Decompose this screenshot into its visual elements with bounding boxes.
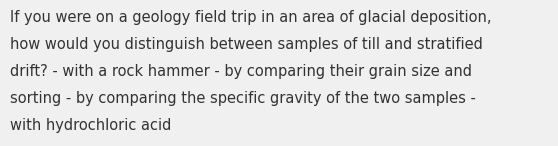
Text: drift? - with a rock hammer - by comparing their grain size and: drift? - with a rock hammer - by compari… — [10, 64, 472, 79]
Text: with hydrochloric acid: with hydrochloric acid — [10, 118, 171, 133]
Text: If you were on a geology field trip in an area of glacial deposition,: If you were on a geology field trip in a… — [10, 10, 492, 25]
Text: how would you distinguish between samples of till and stratified: how would you distinguish between sample… — [10, 37, 483, 52]
Text: sorting - by comparing the specific gravity of the two samples -: sorting - by comparing the specific grav… — [10, 91, 476, 106]
